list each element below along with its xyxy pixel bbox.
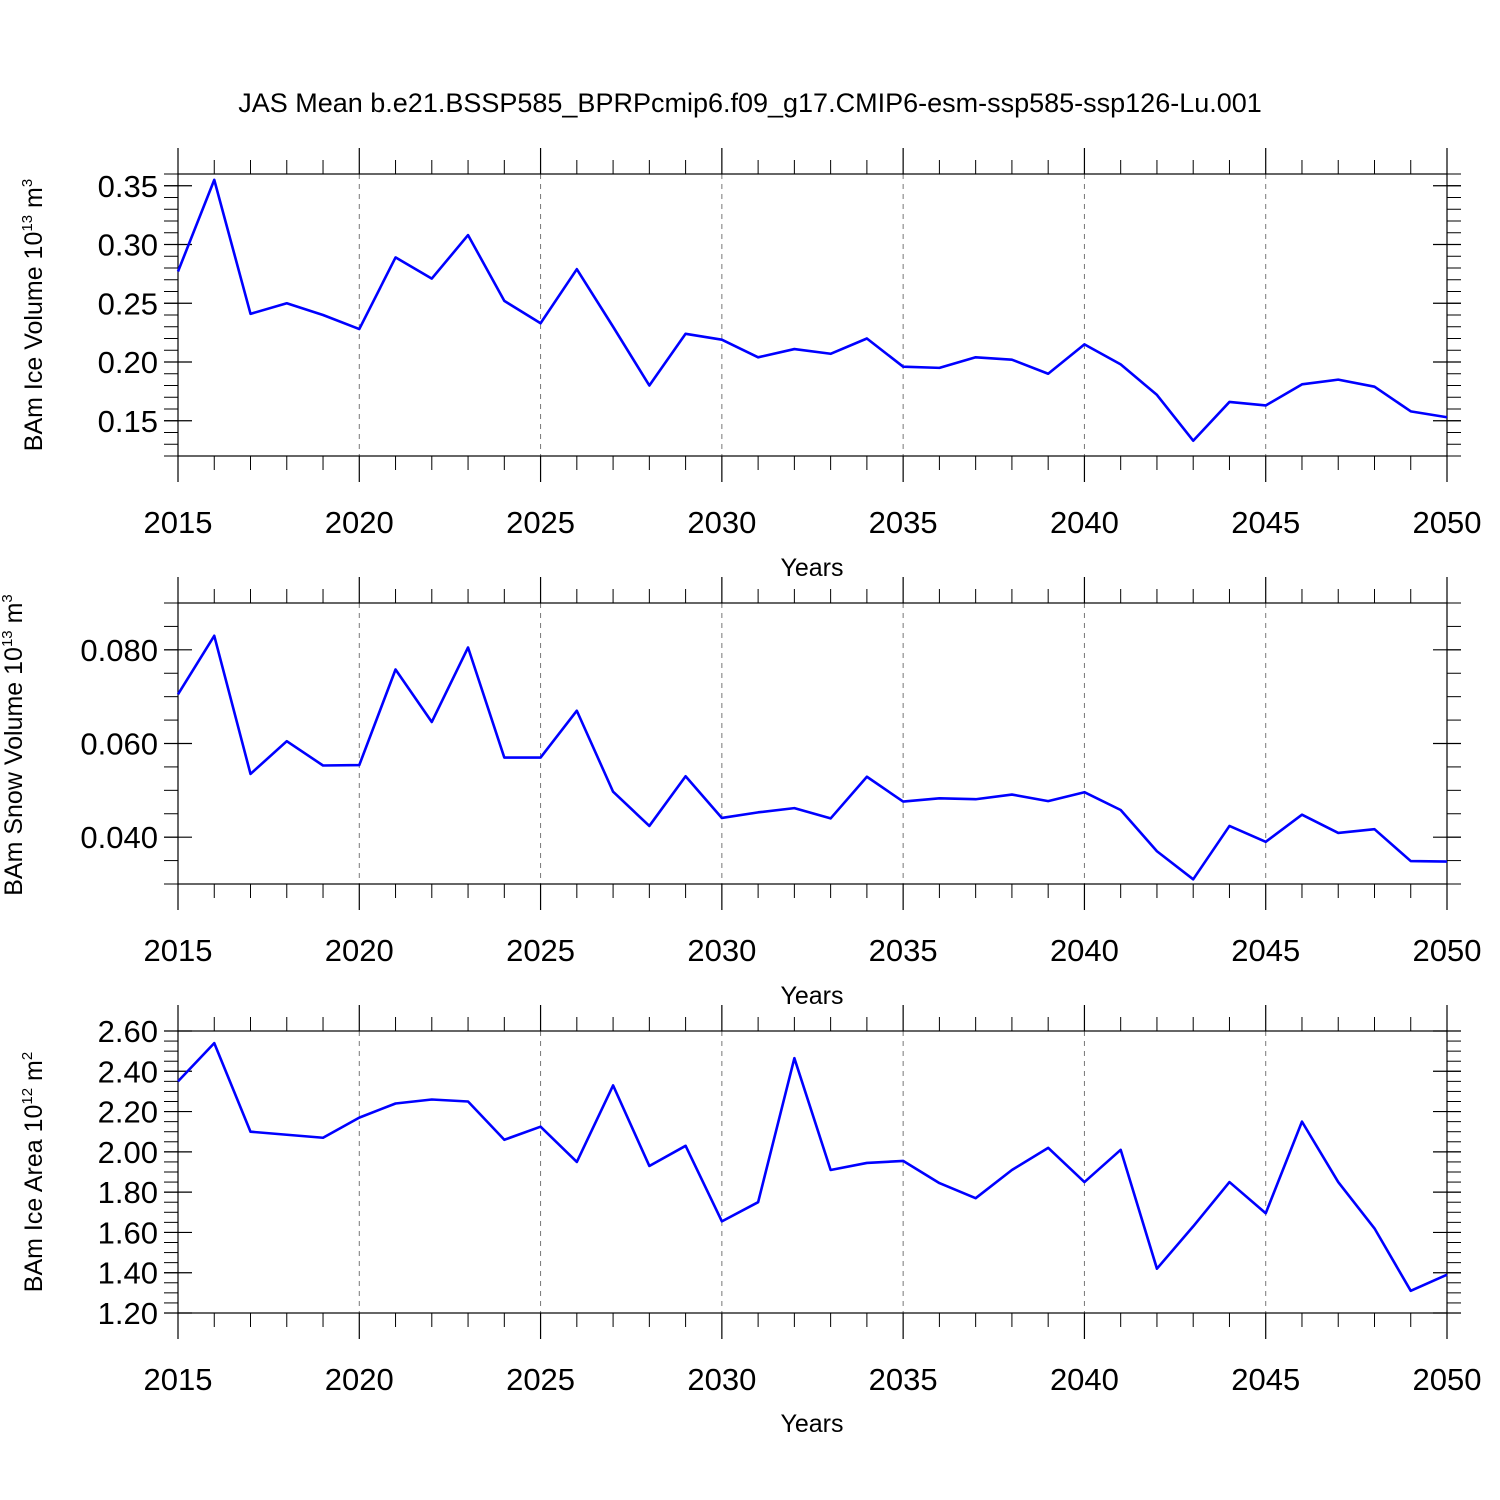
y-tick-label: 0.25 bbox=[98, 286, 158, 321]
x-tick-label: 2040 bbox=[1050, 933, 1119, 968]
x-tick-label: 2040 bbox=[1050, 1362, 1119, 1397]
panel-snow-volume: BAm Snow Volume 1013 m3 Years 0.040 0.060… bbox=[0, 577, 1481, 1010]
x-tick-label: 2025 bbox=[506, 933, 575, 968]
y-axis-label-text: BAm Snow Volume 10 bbox=[0, 647, 28, 896]
x-tick-label: 2045 bbox=[1231, 505, 1300, 540]
x-axis-label-ice-area: Years bbox=[780, 1410, 843, 1438]
figure-title: JAS Mean b.e21.BSSP585_BPRPcmip6.f09_g17… bbox=[238, 88, 1262, 118]
x-tick-label: 2035 bbox=[869, 505, 938, 540]
series-line bbox=[177, 1041, 1448, 1293]
y-tick-label: 0.30 bbox=[98, 228, 158, 263]
panel-ice-volume: BAm Ice Volume 1013 m3 Years 0.15 0.20 0.2… bbox=[19, 148, 1481, 582]
y-tick-label: 1.60 bbox=[98, 1215, 158, 1250]
x-tick-label: 2035 bbox=[869, 933, 938, 968]
x-tick-label: 2015 bbox=[144, 933, 213, 968]
y-axis-label-text: BAm Ice Area 10 bbox=[20, 1105, 48, 1293]
y-axis-label-unit-exponent: 3 bbox=[19, 179, 36, 187]
y-tick-label: 2.60 bbox=[98, 1014, 158, 1049]
x-tick-label: 2015 bbox=[144, 1362, 213, 1397]
y-axis-label-unit-exponent: 3 bbox=[0, 594, 16, 602]
plot-frame bbox=[177, 1030, 1448, 1314]
y-tick-label: 0.060 bbox=[80, 727, 158, 762]
y-axis-label-snow-volume: BAm Snow Volume 1013 m3 bbox=[0, 594, 28, 896]
x-tick-label: 2030 bbox=[687, 933, 756, 968]
y-axis-label-unit: m bbox=[20, 1060, 48, 1088]
panel-ice-area: BAm Ice Area 1012 m2 Years 1.20 1.40 1.60 1… bbox=[19, 1005, 1481, 1438]
plot-frame bbox=[177, 173, 1448, 457]
y-axis-label-ice-volume: BAm Ice Volume 1013 m3 bbox=[19, 179, 48, 451]
series-line bbox=[176, 178, 1448, 443]
y-tick-label: 1.80 bbox=[98, 1175, 158, 1210]
x-axis-label-ice-volume: Years bbox=[780, 554, 843, 582]
x-tick-label: 2025 bbox=[506, 505, 575, 540]
y-tick-label: 1.20 bbox=[98, 1296, 158, 1331]
x-tick-label: 2050 bbox=[1413, 933, 1482, 968]
series-line bbox=[176, 634, 1448, 881]
y-axis-label-unit: m bbox=[0, 603, 28, 631]
y-tick-label: 0.35 bbox=[98, 169, 158, 204]
x-tick-label: 2035 bbox=[869, 1362, 938, 1397]
y-tick-label: 2.40 bbox=[98, 1054, 158, 1089]
y-tick-label: 2.00 bbox=[98, 1135, 158, 1170]
y-axis-label-unit-exponent: 2 bbox=[19, 1052, 36, 1060]
y-axis-label-exponent: 13 bbox=[19, 215, 36, 232]
y-axis-label-unit: m bbox=[20, 187, 48, 215]
y-tick-label: 1.40 bbox=[98, 1256, 158, 1291]
x-tick-label: 2015 bbox=[144, 505, 213, 540]
y-axis-label-exponent: 13 bbox=[0, 630, 16, 647]
y-tick-label: 0.20 bbox=[98, 345, 158, 380]
x-tick-label: 2040 bbox=[1050, 505, 1119, 540]
x-tick-label: 2020 bbox=[325, 505, 394, 540]
y-axis-label-ice-area: BAm Ice Area 1012 m2 bbox=[19, 1052, 48, 1292]
x-tick-label: 2050 bbox=[1413, 505, 1482, 540]
x-tick-label: 2025 bbox=[506, 1362, 575, 1397]
y-axis-label-text: BAm Ice Volume 10 bbox=[20, 232, 48, 452]
y-tick-label: 0.040 bbox=[80, 820, 158, 855]
x-tick-label: 2020 bbox=[325, 1362, 394, 1397]
y-tick-label: 2.20 bbox=[98, 1095, 158, 1130]
x-tick-label: 2030 bbox=[687, 505, 756, 540]
x-tick-label: 2020 bbox=[325, 933, 394, 968]
y-tick-label: 0.15 bbox=[98, 404, 158, 439]
x-tick-label: 2045 bbox=[1231, 933, 1300, 968]
y-axis-label-exponent: 12 bbox=[19, 1088, 36, 1105]
x-tick-label: 2050 bbox=[1413, 1362, 1482, 1397]
x-tick-label: 2045 bbox=[1231, 1362, 1300, 1397]
x-axis-label-snow-volume: Years bbox=[780, 982, 843, 1010]
x-tick-label: 2030 bbox=[687, 1362, 756, 1397]
y-tick-label: 0.080 bbox=[80, 633, 158, 668]
